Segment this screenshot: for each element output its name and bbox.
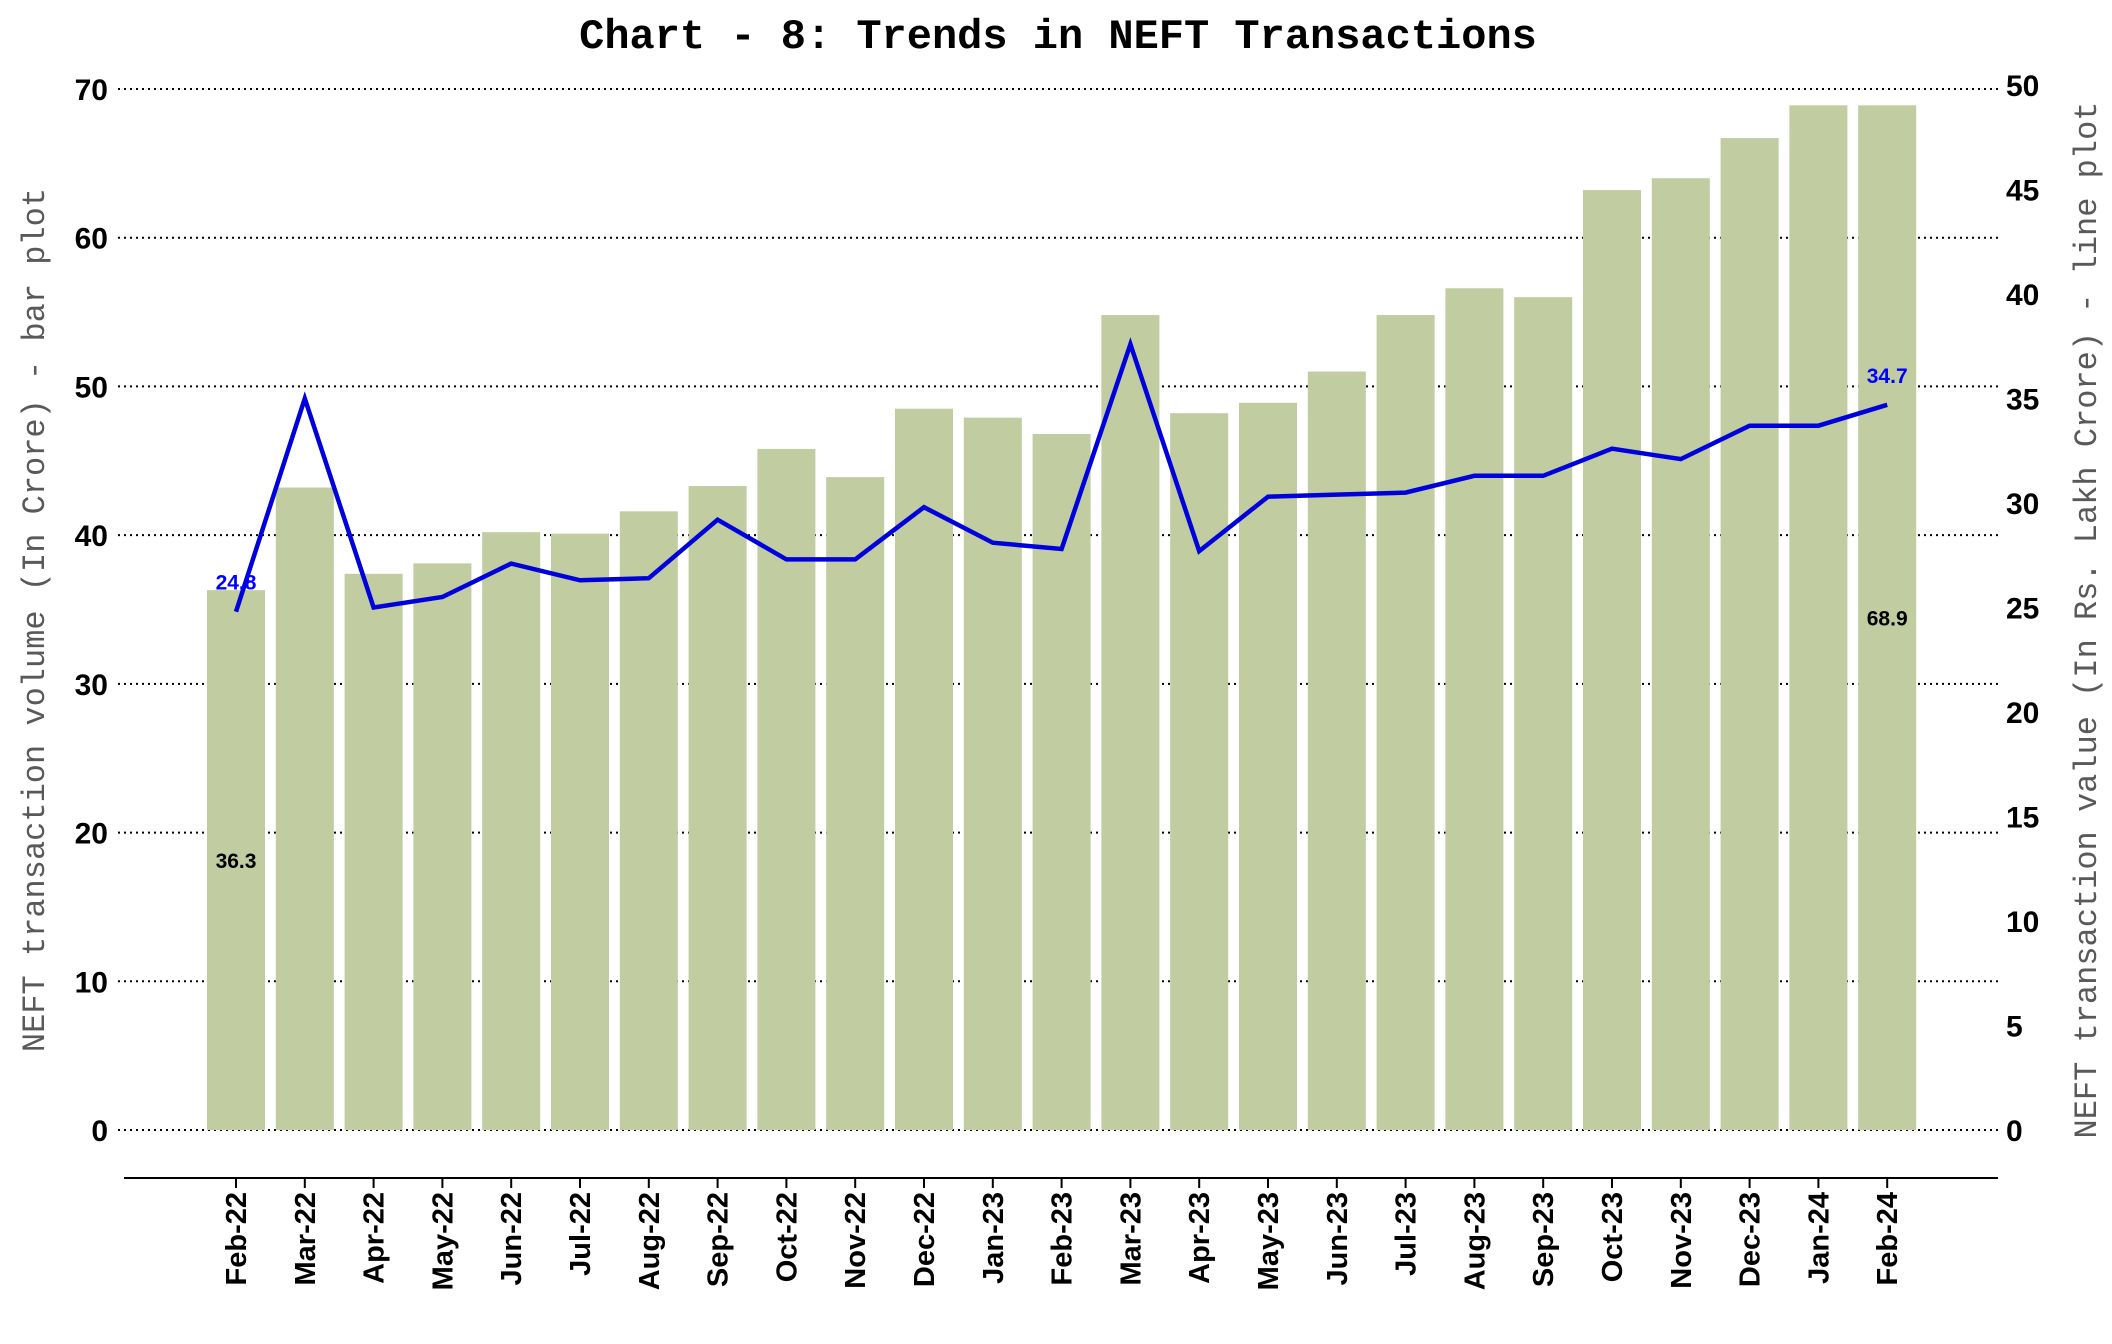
left-tick-label: 40	[75, 520, 108, 553]
bar	[207, 590, 265, 1130]
bar	[1376, 315, 1435, 1130]
x-tick-label: Jul-23	[1391, 1192, 1423, 1276]
x-tick-label: Oct-23	[1597, 1192, 1629, 1282]
bar	[688, 486, 747, 1130]
bar	[413, 563, 472, 1130]
right-tick-label: 5	[2006, 1011, 2023, 1044]
right-tick-label: 25	[2006, 593, 2039, 626]
bar	[1583, 190, 1641, 1130]
left-tick-label: 0	[91, 1115, 108, 1148]
x-tick-label: May-23	[1253, 1192, 1285, 1290]
x-tick-label: Oct-22	[771, 1192, 803, 1282]
bar	[482, 532, 541, 1130]
left-tick-label: 10	[75, 966, 108, 999]
x-tick-label: Jun-23	[1322, 1192, 1354, 1285]
left-tick-label: 60	[75, 223, 108, 256]
bar-series	[207, 105, 1917, 1131]
right-tick-label: 30	[2006, 488, 2039, 521]
bar	[1032, 434, 1091, 1130]
bar	[826, 477, 885, 1130]
left-tick-label: 50	[75, 371, 108, 404]
bar	[344, 573, 403, 1130]
x-tick-label: Apr-23	[1184, 1192, 1216, 1284]
x-tick-label: Mar-22	[290, 1192, 322, 1286]
x-tick-label: Jul-22	[565, 1192, 597, 1276]
data-labels: 36.3 68.9 24.8 34.7	[216, 365, 1908, 873]
x-tick-label: Jan-23	[978, 1192, 1010, 1284]
left-tick-label: 20	[75, 818, 108, 851]
x-tick-label: Sep-22	[703, 1192, 735, 1287]
right-tick-label: 10	[2006, 906, 2039, 939]
bar	[757, 448, 816, 1131]
right-tick-label: 0	[2006, 1115, 2023, 1148]
bar	[619, 511, 678, 1130]
x-tick-label: Sep-23	[1528, 1192, 1560, 1287]
x-tick-label: Feb-23	[1047, 1192, 1079, 1285]
left-y-axis: 0 10 20 30 40 50 60 70	[75, 74, 108, 1148]
bar	[1445, 288, 1504, 1131]
x-tick-label: Feb-22	[221, 1192, 253, 1285]
right-tick-label: 15	[2006, 802, 2039, 835]
bar	[1720, 138, 1779, 1131]
x-tick-label: Mar-23	[1115, 1192, 1147, 1286]
x-tick-label: Feb-24	[1872, 1192, 1904, 1285]
left-axis-title: NEFT transaction volume (In Crore) - bar…	[17, 188, 54, 1052]
x-tick-label: Nov-22	[840, 1192, 872, 1289]
bar	[1170, 413, 1229, 1130]
bar	[275, 487, 334, 1130]
data-label: 34.7	[1867, 365, 1908, 388]
line-series	[233, 337, 1888, 613]
bar	[1789, 105, 1848, 1131]
right-y-axis: 0 5 10 15 20 25 30 35 40 45 50	[2006, 70, 2039, 1148]
data-label: 36.3	[216, 850, 257, 873]
bar	[551, 533, 609, 1130]
bar	[1858, 105, 1917, 1131]
line-path	[233, 337, 1888, 613]
x-tick-label: Jan-24	[1803, 1192, 1835, 1284]
left-tick-label: 70	[75, 74, 108, 107]
x-tick-label: Aug-22	[634, 1192, 666, 1290]
x-tick-label: Nov-23	[1666, 1192, 1698, 1289]
data-label: 24.8	[216, 572, 257, 595]
x-tick-label: May-22	[427, 1192, 459, 1290]
x-tick-label: Apr-22	[359, 1192, 391, 1284]
data-label: 68.9	[1867, 608, 1908, 631]
right-axis-title: NEFT transaction value (In Rs. Lakh Cror…	[2069, 102, 2106, 1139]
bar	[1307, 371, 1366, 1130]
bar	[1651, 178, 1710, 1130]
x-tick-label: Jun-22	[496, 1192, 528, 1285]
right-tick-label: 40	[2006, 279, 2039, 312]
right-tick-label: 45	[2006, 175, 2039, 208]
chart-title: Chart - 8: Trends in NEFT Transactions	[579, 13, 1537, 61]
x-tick-label: Aug-23	[1459, 1192, 1491, 1290]
bar	[1101, 315, 1160, 1130]
bar	[963, 417, 1022, 1130]
bar	[895, 408, 953, 1130]
right-tick-label: 50	[2006, 70, 2039, 103]
right-tick-label: 20	[2006, 697, 2039, 730]
x-tick-label: Dec-23	[1735, 1192, 1767, 1287]
x-axis: Feb-22 Mar-22 Apr-22 May-22 Jun-22 Jul-22 Aug-…	[124, 1177, 1998, 1290]
bar	[1514, 297, 1573, 1130]
bar	[1239, 402, 1297, 1131]
x-tick-label: Dec-22	[909, 1192, 941, 1287]
left-tick-label: 30	[75, 669, 108, 702]
right-tick-label: 35	[2006, 384, 2039, 417]
